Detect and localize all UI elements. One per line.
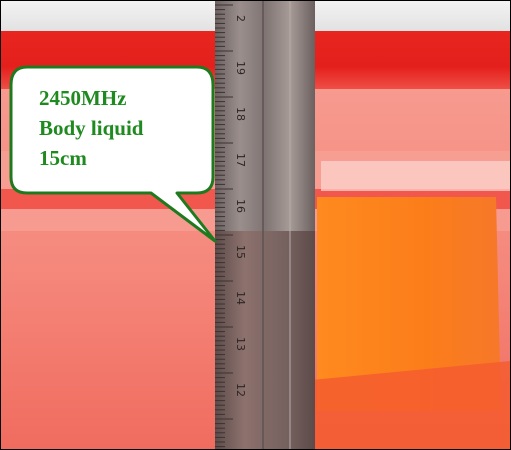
ruler-number: 16 bbox=[234, 199, 247, 213]
ruler-number: 2 bbox=[234, 15, 247, 22]
steel-ruler: 2 19 18 17 16 15 14 13 12 bbox=[215, 1, 315, 449]
ruler-number: 19 bbox=[234, 61, 247, 75]
callout-text: 2450MHz Body liquid 15cm bbox=[39, 83, 209, 173]
orange-liquid-block bbox=[317, 197, 501, 411]
ruler-number: 15 bbox=[234, 245, 247, 259]
ruler-number: 17 bbox=[234, 153, 247, 167]
callout-bubble bbox=[9, 65, 217, 243]
callout-depth: 15cm bbox=[39, 146, 87, 170]
callout-frequency: 2450MHz bbox=[39, 86, 127, 110]
orange-bottom bbox=[301, 361, 510, 449]
surface-reflection bbox=[321, 161, 510, 191]
callout-liquid-type: Body liquid bbox=[39, 116, 144, 140]
ruler-number: 13 bbox=[234, 337, 247, 351]
ruler-number: 14 bbox=[234, 291, 247, 305]
ruler-number: 18 bbox=[234, 107, 247, 121]
ruler-number: 12 bbox=[234, 383, 247, 397]
